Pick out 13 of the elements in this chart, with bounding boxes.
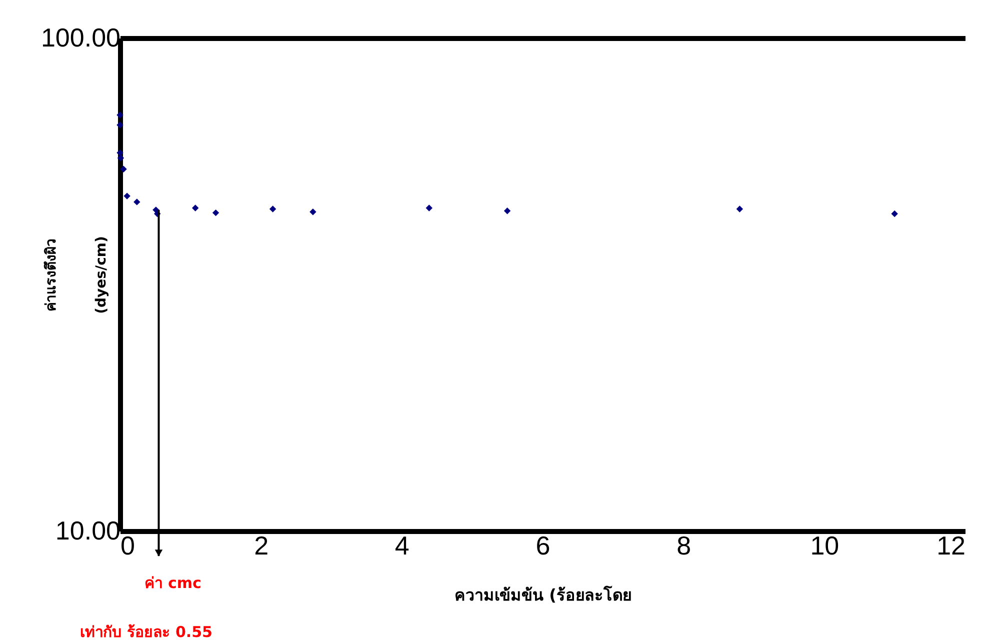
annotation: ค่า cmc: [144, 574, 202, 592]
y-tick-label: 100.00: [40, 22, 120, 52]
text: ค่าแรงตึงผิว (dyes/cm): [44, 236, 110, 314]
x-tick-label: 2: [254, 530, 269, 560]
text: เท่ากับ ร้อยละ 0.55: [80, 623, 212, 640]
y-tick-label: 10.00: [55, 516, 120, 546]
x-tick-label: 8: [676, 530, 692, 560]
x-tick-label: 12: [936, 530, 966, 560]
x-tick-label: 10: [810, 530, 840, 560]
x-tick-label: 0: [120, 530, 135, 560]
x-tick-label: 4: [394, 530, 410, 560]
x-tick-label: 6: [536, 530, 550, 560]
x-axis-title: ความเข้มข้น (ร้อยละโดย: [454, 584, 632, 604]
